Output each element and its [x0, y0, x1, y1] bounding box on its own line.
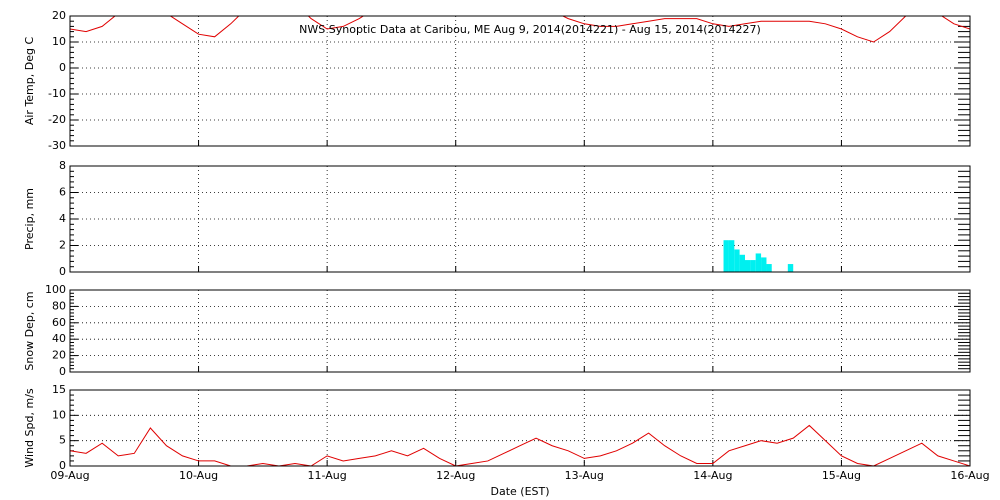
data-line	[70, 424, 970, 466]
y-axis-label: Air Temp, Deg C	[23, 37, 36, 126]
bar	[750, 260, 756, 272]
y-tick-label: 20	[52, 349, 66, 362]
y-tick-label: 4	[59, 212, 66, 225]
x-tick-label: 11-Aug	[308, 469, 347, 482]
x-tick-label: 14-Aug	[693, 469, 732, 482]
bar	[723, 240, 729, 272]
panel: 0 2 4 6 8 Precip, mm	[23, 159, 971, 278]
y-tick-label: 15	[52, 383, 66, 396]
y-tick-label: -30	[48, 139, 66, 152]
plot-frame	[69, 165, 971, 273]
y-tick-label: -10	[48, 87, 66, 100]
y-tick-label: 2	[59, 239, 66, 252]
plot-frame	[69, 389, 971, 467]
bar	[755, 253, 762, 272]
bar	[739, 254, 745, 272]
bar	[734, 249, 740, 272]
y-tick-label: 60	[52, 316, 66, 329]
plot-area	[723, 240, 794, 272]
plot-frame	[69, 289, 971, 373]
x-tick-label: 16-Aug	[950, 469, 989, 482]
y-axis-label: Precip, mm	[23, 188, 36, 250]
y-tick-label: 20	[52, 9, 66, 22]
bar	[728, 240, 735, 272]
y-tick-label: 5	[59, 434, 66, 447]
bar	[745, 260, 751, 272]
y-tick-label: 0	[59, 365, 66, 378]
y-axis-label: Snow Dep, cm	[23, 291, 36, 370]
x-tick-label: 12-Aug	[436, 469, 475, 482]
x-tick-label: 09-Aug	[50, 469, 89, 482]
y-tick-label: 80	[52, 299, 66, 312]
y-tick-label: 8	[59, 159, 66, 172]
plot-area	[70, 16, 970, 43]
y-tick-label: 0	[59, 61, 66, 74]
y-tick-label: 10	[52, 408, 66, 421]
x-axis-label: Date (EST)	[490, 485, 549, 498]
y-tick-label: 10	[52, 35, 66, 48]
panel: 0 5 10 15 09-Aug 10-Aug 11-Aug 12-Aug 13-Aug 14-A…	[23, 383, 990, 498]
plot-frame	[69, 15, 971, 147]
panel: -30 -20 -10 0 10 20 Air Temp, Deg C NWS Synopti…	[23, 9, 971, 152]
x-tick-label: 13-Aug	[565, 469, 604, 482]
y-tick-label: -20	[48, 113, 66, 126]
x-tick-label: 10-Aug	[179, 469, 218, 482]
plot-area	[70, 424, 970, 466]
x-tick-label: 15-Aug	[822, 469, 861, 482]
y-axis-label: Wind Spd, m/s	[23, 388, 36, 468]
bar	[787, 264, 794, 272]
bar	[761, 257, 767, 272]
bar	[766, 264, 772, 272]
chart-title: NWS Synoptic Data at Caribou, ME Aug 9, …	[299, 23, 761, 36]
y-tick-label: 6	[59, 186, 66, 199]
y-tick-label: 100	[45, 283, 66, 296]
y-tick-label: 40	[52, 332, 66, 345]
y-tick-label: 0	[59, 265, 66, 278]
y-tick-label: 0	[59, 459, 66, 472]
data-line	[70, 16, 970, 43]
panel: 0 20 40 60 80 100 Snow Dep, cm	[23, 283, 971, 378]
